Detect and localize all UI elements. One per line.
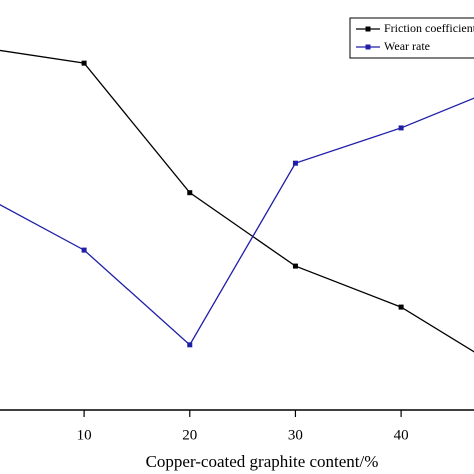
legend-label: Friction coefficient: [384, 21, 474, 35]
point-marker: [187, 342, 193, 348]
legend-box: [349, 17, 474, 59]
series-line: [0, 97, 474, 346]
x-tick-label: 30: [288, 427, 303, 443]
legend: Friction coefficient Wear rate: [349, 17, 474, 59]
point-marker: [187, 190, 193, 196]
point-marker: [292, 263, 298, 269]
point-marker: [292, 160, 298, 166]
legend-marker: [365, 26, 371, 32]
legend-label: Wear rate: [384, 39, 430, 53]
x-tick-label: 40: [394, 427, 409, 443]
point-marker: [398, 125, 404, 131]
x-axis-label: Copper-coated graphite content/%: [146, 452, 379, 471]
point-marker: [398, 304, 404, 310]
point-marker: [81, 247, 87, 253]
legend-marker: [365, 44, 371, 50]
point-marker: [81, 60, 87, 66]
x-tick-label: 10: [77, 427, 92, 443]
series-line: [0, 49, 474, 353]
x-tick-label: 20: [182, 427, 197, 443]
